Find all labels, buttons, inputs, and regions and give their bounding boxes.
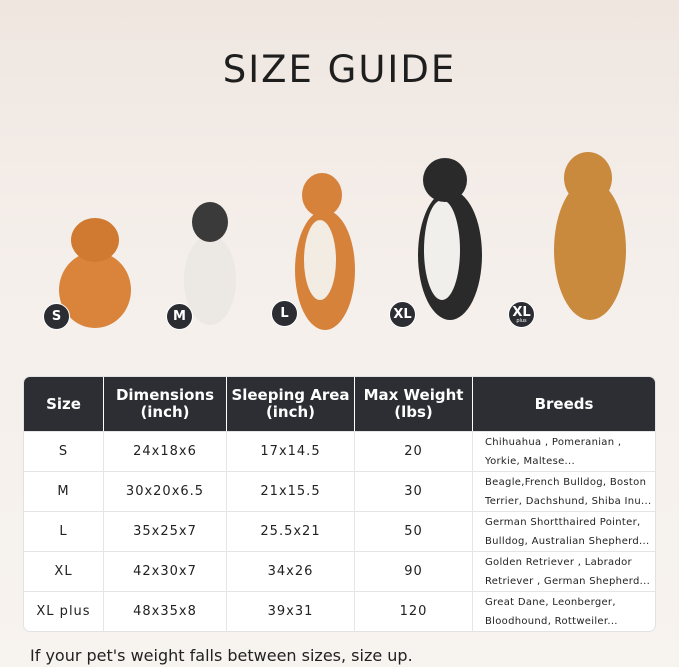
dog-medium-french-bulldog	[184, 202, 236, 325]
table-header-row: Size Dimensions (inch) Sleeping Area (inch) M…	[24, 377, 655, 431]
column-header: Breeds	[473, 377, 655, 431]
header-text: (inch)	[140, 403, 190, 421]
table-cell: 90	[355, 551, 473, 591]
breeds-line: Great Dane, Leonberger,	[485, 596, 616, 608]
table-cell: XL plus	[24, 591, 104, 631]
table-cell: 34x26	[227, 551, 355, 591]
table-cell: 50	[355, 511, 473, 551]
size-badge-l: L	[271, 300, 298, 327]
column-header: Max Weight (lbs)	[355, 377, 473, 431]
table-cell: 35x25x7	[104, 511, 227, 551]
badge-sublabel: plus	[516, 317, 527, 324]
size-badge-m: M	[166, 303, 193, 330]
table-row: XL 42x30x7 34x26 90 Golden Retriever , Labra…	[24, 551, 655, 591]
size-badge-xl-plus: XL plus	[508, 301, 535, 328]
column-header: Sleeping Area (inch)	[227, 377, 355, 431]
table-cell: 42x30x7	[104, 551, 227, 591]
breeds-cell: Beagle,French Bulldog, Boston Terrier, Da…	[473, 471, 655, 511]
table-cell: 48x35x8	[104, 591, 227, 631]
breeds-line: Yorkie, Maltese...	[485, 455, 575, 467]
table-cell: S	[24, 431, 104, 471]
table-cell: 17x14.5	[227, 431, 355, 471]
header-text: Sleeping Area	[231, 386, 350, 404]
breeds-cell: Golden Retriever , Labrador Retriever , G…	[473, 551, 655, 591]
table-row: XL plus 48x35x8 39x31 120 Great Dane, Leonbe…	[24, 591, 655, 631]
table-row: L 35x25x7 25.5x21 50 German Shortthaired Poi…	[24, 511, 655, 551]
dog-large-shiba	[295, 173, 355, 330]
table-cell: XL	[24, 551, 104, 591]
badge-label: L	[280, 306, 289, 321]
table-cell: 21x15.5	[227, 471, 355, 511]
breeds-cell: German Shortthaired Pointer, Bulldog, Aus…	[473, 511, 655, 551]
breeds-line: Chihuahua , Pomeranian ,	[485, 436, 622, 448]
table-cell: 24x18x6	[104, 431, 227, 471]
table-cell: M	[24, 471, 104, 511]
table-cell: 25.5x21	[227, 511, 355, 551]
breeds-line: German Shortthaired Pointer,	[485, 516, 641, 528]
size-badge-xl: XL	[389, 301, 416, 328]
table-cell: 120	[355, 591, 473, 631]
header-text: (lbs)	[394, 403, 433, 421]
breeds-line: Retriever , German Shepherd...	[485, 575, 651, 587]
badge-label: XL	[512, 304, 531, 320]
breeds-line: Golden Retriever , Labrador	[485, 556, 632, 568]
size-table: Size Dimensions (inch) Sleeping Area (inch) M…	[24, 377, 655, 631]
header-text: Breeds	[534, 394, 594, 413]
dog-xl-plus-golden-retriever	[554, 152, 626, 320]
page-title: SIZE GUIDE	[222, 48, 457, 91]
header-text: Max Weight	[363, 386, 464, 404]
breeds-line: Beagle,French Bulldog, Boston	[485, 476, 647, 488]
header-text: Size	[46, 394, 81, 413]
breeds-cell: Chihuahua , Pomeranian , Yorkie, Maltese.…	[473, 431, 655, 471]
table-row: S 24x18x6 17x14.5 20 Chihuahua , Pomeranian …	[24, 431, 655, 471]
badge-label: XL	[393, 307, 412, 322]
table-cell: 30x20x6.5	[104, 471, 227, 511]
dog-small-pomeranian	[59, 218, 131, 328]
dog-xl-border-collie	[418, 158, 482, 320]
table-row: M 30x20x6.5 21x15.5 30 Beagle,French Bulldog…	[24, 471, 655, 511]
breeds-line: Terrier, Dachshund, Shiba Inu...	[485, 495, 652, 507]
breeds-line: Bulldog, Australian Shepherd...	[485, 535, 650, 547]
column-header: Dimensions (inch)	[104, 377, 227, 431]
table-cell: 39x31	[227, 591, 355, 631]
sizing-note: If your pet's weight falls between sizes…	[30, 646, 413, 665]
dog-illustrations	[59, 152, 626, 330]
badge-label: M	[173, 309, 186, 324]
table-cell: 20	[355, 431, 473, 471]
breeds-cell: Great Dane, Leonberger, Bloodhound, Rottw…	[473, 591, 655, 631]
column-header: Size	[24, 377, 104, 431]
size-badge-s: S	[43, 303, 70, 330]
badge-label: S	[51, 309, 62, 324]
header-text: Dimensions	[115, 386, 215, 404]
header-text: (inch)	[265, 403, 316, 421]
breeds-line: Bloodhound, Rottweiler...	[485, 615, 618, 627]
table-cell: 30	[355, 471, 473, 511]
table-cell: L	[24, 511, 104, 551]
